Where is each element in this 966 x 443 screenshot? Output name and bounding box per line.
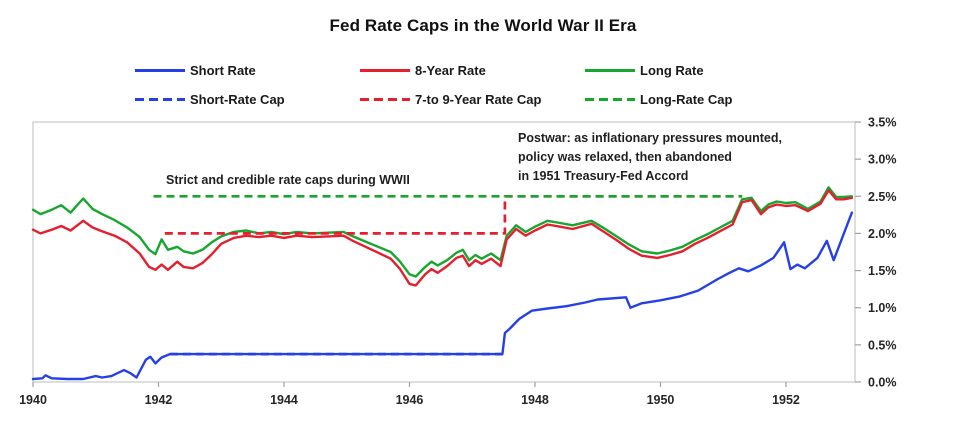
legend-label-short-rate-cap: Short-Rate Cap (190, 91, 285, 107)
y-axis-label: 2.5% (868, 190, 897, 204)
legend-item-short-rate-cap: Short-Rate Cap (135, 90, 285, 108)
plot-border (32, 121, 856, 383)
series-short-rate (31, 211, 854, 381)
legend-item-long-rate-cap: Long-Rate Cap (585, 90, 732, 108)
legend-item-short-rate: Short Rate (135, 61, 256, 79)
y-axis-label: 3.0% (868, 153, 897, 167)
legend-label-long-rate: Long Rate (640, 62, 704, 78)
legend-row-rates: Short Rate 8-Year Rate Long Rate (0, 61, 966, 79)
legend-swatch-long-rate (585, 68, 635, 72)
series-8-year-rate (31, 189, 854, 287)
legend-label-7-9-year-rate-cap: 7-to 9-Year Rate Cap (415, 91, 542, 107)
x-axis-label: 1940 (19, 393, 47, 407)
annotation-postwar-line3: in 1951 Treasury-Fed Accord (518, 169, 689, 183)
legend-swatch-short-rate-cap (135, 97, 185, 101)
legend-row-caps: Short-Rate Cap 7-to 9-Year Rate Cap Long… (0, 90, 966, 108)
y-axis-label: 1.0% (868, 301, 897, 315)
legend-swatch-7-9-year-rate-cap (360, 97, 410, 101)
x-axis-label: 1946 (396, 393, 424, 407)
y-axis-label: 2.0% (868, 227, 897, 241)
legend-item-7-9-year-rate-cap: 7-to 9-Year Rate Cap (360, 90, 541, 108)
x-axis-label: 1952 (772, 393, 800, 407)
legend-item-long-rate: Long Rate (585, 61, 704, 79)
y-axis-label: 1.5% (868, 264, 897, 278)
legend-label-short-rate: Short Rate (190, 62, 256, 78)
annotation-wwii-caps: Strict and credible rate caps during WWI… (166, 173, 410, 187)
annotation-postwar-line2: policy was relaxed, then abandoned (518, 150, 732, 164)
legend-swatch-8-year-rate (360, 68, 410, 72)
series-7-to-9-year-rate-cap (164, 194, 743, 235)
x-axis-label: 1944 (270, 393, 298, 407)
legend-swatch-short-rate (135, 68, 185, 72)
y-axis-label: 3.5% (868, 116, 897, 130)
legend-label-8-year-rate: 8-Year Rate (415, 62, 486, 78)
series-long-rate (31, 186, 854, 278)
legend-item-8-year-rate: 8-Year Rate (360, 61, 486, 79)
annotation-postwar: Postwar: as inflationary pressures mount… (518, 129, 782, 186)
legend-swatch-long-rate-cap (585, 97, 635, 101)
annotation-postwar-line1: Postwar: as inflationary pressures mount… (518, 131, 782, 145)
y-axis-label: 0.0% (868, 376, 897, 390)
x-axis-label: 1948 (521, 393, 549, 407)
x-axis-label: 1950 (647, 393, 675, 407)
x-axis-label: 1942 (145, 393, 173, 407)
legend-label-long-rate-cap: Long-Rate Cap (640, 91, 733, 107)
y-axis-label: 0.5% (868, 338, 897, 352)
chart-title: Fed Rate Caps in the World War II Era (329, 16, 637, 35)
